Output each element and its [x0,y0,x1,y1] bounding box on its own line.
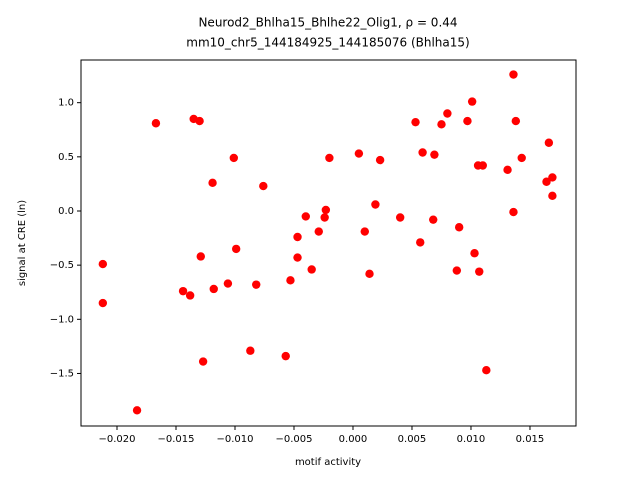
x-axis-label: motif activity [295,457,361,468]
point [325,153,334,163]
chart-subtitle: mm10_chr5_144184925_144185076 (Bhlha15) [186,36,469,50]
point [286,276,295,285]
point [223,279,233,288]
point [416,238,425,247]
point [198,357,208,366]
point [542,177,551,186]
x-tick-label: 0.005 [398,434,427,445]
y-tick-label: 0.0 [58,206,74,217]
point [209,284,218,294]
chart-title: Neurod2_Bhlha15_Bhlhe22_Olig1, ρ = 0.44 [198,16,457,30]
point [196,252,205,261]
point [544,138,554,147]
point [452,266,462,275]
point [482,366,491,375]
point [320,213,329,222]
point [301,212,310,221]
point [281,351,290,361]
y-tick-label: −1.5 [50,368,74,379]
point [229,153,239,163]
point [98,259,108,269]
y-tick-label: −1.0 [50,314,74,325]
point [548,173,557,182]
point [321,205,331,215]
point [314,227,323,236]
point [418,148,427,157]
point [151,119,161,128]
point [354,149,364,158]
point [132,406,142,415]
x-tick-label: −0.005 [275,434,312,445]
point [430,150,439,159]
point [548,191,557,201]
point [470,249,479,258]
x-tick-label: −0.010 [216,434,253,445]
point [395,213,405,222]
point [185,291,195,300]
point [429,215,438,224]
point [375,155,385,165]
point [293,232,302,242]
y-tick-label: 0.5 [58,152,74,163]
point [478,161,487,170]
point [517,153,526,163]
point [509,70,518,79]
point [208,178,217,188]
point [467,97,477,106]
x-tick-label: 0.015 [516,434,545,445]
point [231,244,241,254]
x-tick-label: 0.000 [339,434,368,445]
point [293,253,302,262]
point [509,207,518,217]
y-axis-label: signal at CRE (ln) [17,200,28,286]
point [259,181,268,191]
point [246,346,255,355]
plot-frame [80,59,577,427]
point [371,200,380,209]
point [98,298,108,308]
point [178,286,188,296]
point [411,117,420,127]
point [463,116,472,126]
point [511,116,521,126]
point [475,267,484,276]
x-tick-label: −0.015 [157,434,194,445]
x-tick-label: 0.010 [457,434,486,445]
point [252,280,261,289]
point [307,265,316,274]
point [365,269,374,279]
y-tick-label: 1.0 [58,98,74,109]
point [360,227,369,236]
point [195,116,204,126]
y-tick-label: −0.5 [50,260,74,271]
point [454,223,464,232]
point [437,120,446,129]
point [443,109,452,118]
point [503,165,512,175]
x-tick-label: −0.020 [98,434,135,445]
